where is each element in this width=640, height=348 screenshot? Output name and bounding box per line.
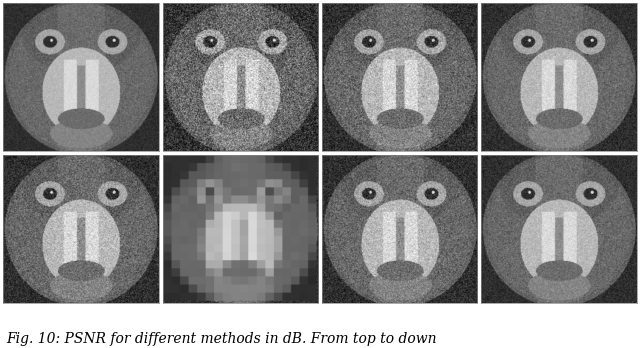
Text: Fig. 10: PSNR for different methods in dB. From top to down: Fig. 10: PSNR for different methods in d… bbox=[6, 332, 437, 346]
